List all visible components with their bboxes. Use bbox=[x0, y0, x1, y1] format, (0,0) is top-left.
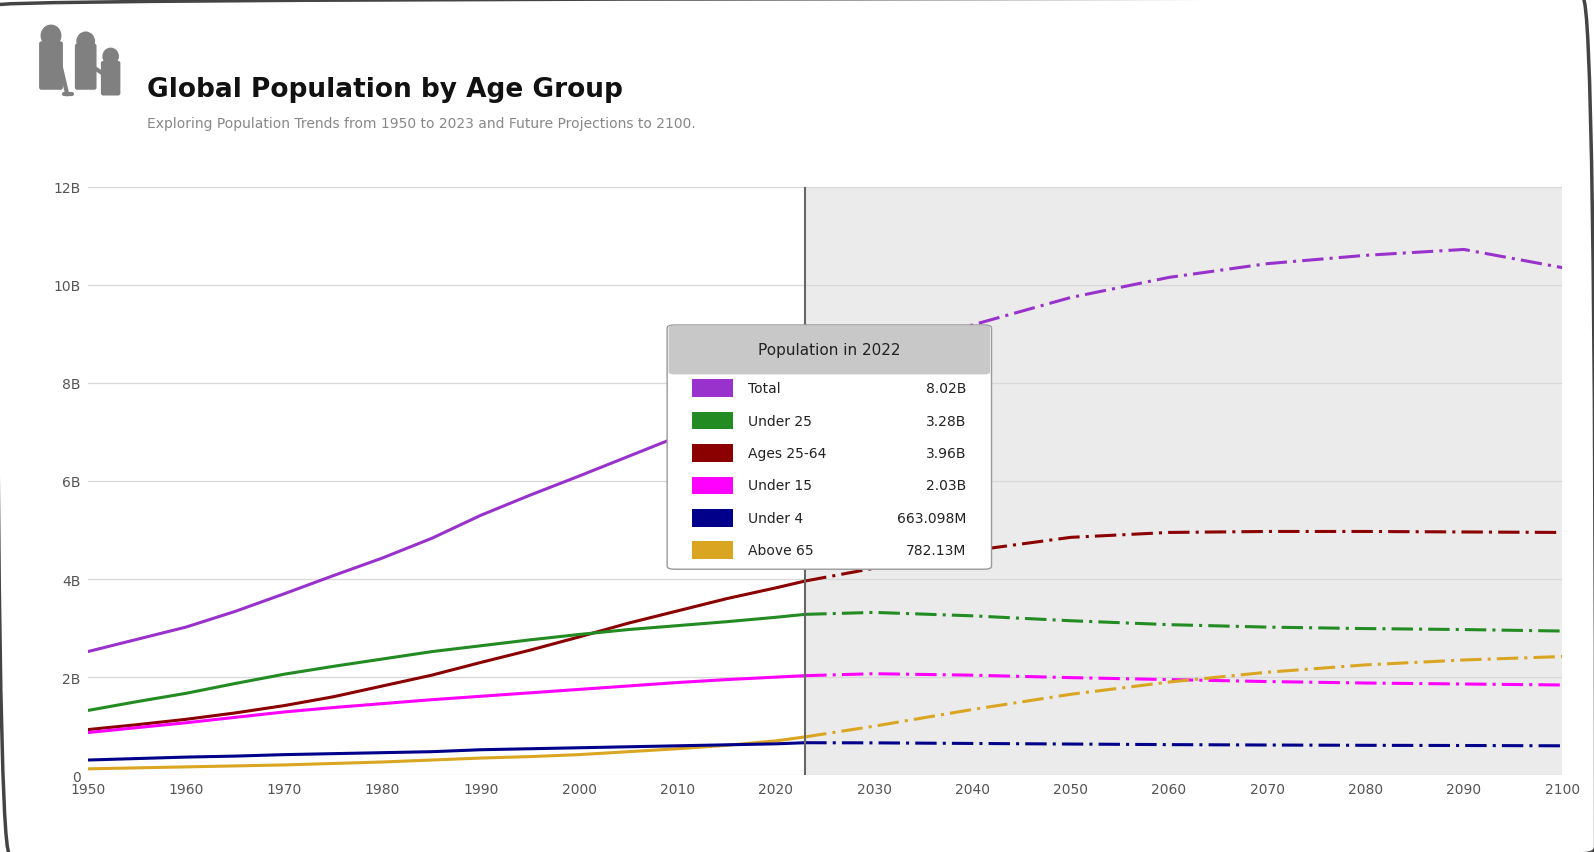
Text: 2.03B: 2.03B bbox=[926, 479, 966, 492]
Text: Population in 2022: Population in 2022 bbox=[759, 343, 901, 358]
Bar bbox=[692, 380, 733, 398]
Circle shape bbox=[104, 49, 118, 66]
Text: 3.28B: 3.28B bbox=[926, 414, 966, 428]
Text: 3.96B: 3.96B bbox=[926, 446, 966, 460]
Bar bbox=[692, 412, 733, 430]
Bar bbox=[692, 477, 733, 495]
FancyBboxPatch shape bbox=[40, 43, 62, 90]
Text: Above 65: Above 65 bbox=[748, 544, 815, 557]
FancyBboxPatch shape bbox=[668, 325, 991, 570]
FancyBboxPatch shape bbox=[75, 44, 97, 90]
Text: Under 15: Under 15 bbox=[748, 479, 813, 492]
Text: 663.098M: 663.098M bbox=[897, 511, 966, 525]
Text: Total: Total bbox=[748, 382, 781, 396]
Text: Global Population by Age Group: Global Population by Age Group bbox=[147, 77, 623, 102]
Text: Exploring Population Trends from 1950 to 2023 and Future Projections to 2100.: Exploring Population Trends from 1950 to… bbox=[147, 117, 695, 130]
FancyBboxPatch shape bbox=[100, 62, 121, 96]
Text: Under 4: Under 4 bbox=[748, 511, 803, 525]
Bar bbox=[805, 187, 1562, 775]
Bar bbox=[692, 445, 733, 463]
Text: 782.13M: 782.13M bbox=[905, 544, 966, 557]
FancyBboxPatch shape bbox=[668, 326, 990, 375]
Circle shape bbox=[41, 26, 61, 47]
Circle shape bbox=[77, 33, 94, 52]
Text: Under 25: Under 25 bbox=[748, 414, 811, 428]
Text: Ages 25-64: Ages 25-64 bbox=[748, 446, 827, 460]
Bar bbox=[692, 542, 733, 559]
Bar bbox=[692, 509, 733, 527]
Text: 8.02B: 8.02B bbox=[926, 382, 966, 396]
